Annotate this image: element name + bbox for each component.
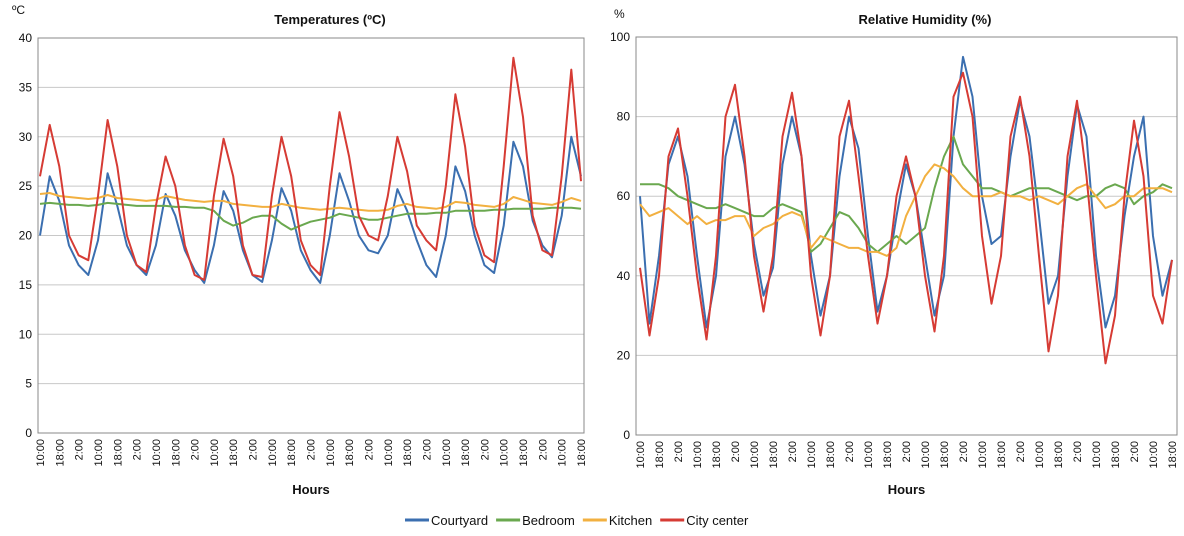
y-tick-label: 20 (617, 348, 631, 362)
x-tick-label: 18:00 (460, 439, 472, 467)
x-tick-label: 18:00 (1110, 441, 1122, 469)
x-tick-label: 10:00 (1091, 441, 1103, 469)
legend-label: City center (686, 513, 749, 528)
y-tick-label: 40 (19, 31, 33, 45)
x-tick-label: 10:00 (35, 439, 47, 467)
x-tick-label: 10:00 (383, 439, 395, 467)
y-tick-label: 40 (617, 269, 631, 283)
x-tick-label: 18:00 (1053, 441, 1065, 469)
x-tick-label: 18:00 (825, 441, 837, 469)
x-tick-label: 10:00 (806, 441, 818, 469)
x-tick-label: 2:00 (787, 441, 799, 462)
x-tick-label: 18:00 (1167, 441, 1179, 469)
x-tick-label: 18:00 (576, 439, 588, 467)
data-line (39, 135, 582, 284)
x-tick-label: 2:00 (190, 439, 202, 460)
data-line (39, 56, 582, 281)
x-tick-label: 10:00 (692, 441, 704, 469)
x-tick-label: 18:00 (170, 439, 182, 467)
x-tick-label: 10:00 (93, 439, 105, 467)
y-tick-label: 10 (19, 327, 33, 341)
x-tick-label: 2:00 (537, 439, 549, 460)
x-tick-label: 2:00 (730, 441, 742, 462)
x-tick-label: 2:00 (1129, 441, 1141, 462)
x-tick-label: 18:00 (344, 439, 356, 467)
x-tick-label: 18:00 (939, 441, 951, 469)
x-tick-label: 10:00 (977, 441, 989, 469)
x-tick-label: 2:00 (1015, 441, 1027, 462)
y-tick-label: 80 (617, 110, 631, 124)
x-tick-label: 10:00 (267, 439, 279, 467)
x-tick-label: 10:00 (863, 441, 875, 469)
data-line (640, 135, 1173, 253)
legend-label: Courtyard (431, 513, 488, 528)
chart-title: Temperatures (ºC) (274, 12, 385, 27)
plot-frame (635, 36, 1178, 436)
x-axis-title: Hours (888, 482, 926, 497)
plot-frame (37, 37, 585, 434)
x-tick-label: 18:00 (996, 441, 1008, 469)
x-tick-label: 18:00 (112, 439, 124, 467)
x-tick-label: 2:00 (248, 439, 260, 460)
data-line (639, 163, 1173, 257)
x-tick-label: 18:00 (882, 441, 894, 469)
x-tick-label: 2:00 (421, 439, 433, 460)
x-tick-label: 18:00 (228, 439, 240, 467)
x-tick-label: 10:00 (749, 441, 761, 469)
y-tick-label: 35 (19, 80, 33, 94)
data-line (639, 55, 1173, 329)
x-tick-label: 10:00 (635, 441, 647, 469)
x-tick-label: 10:00 (557, 439, 569, 467)
x-tick-label: 2:00 (74, 439, 86, 460)
x-tick-label: 10:00 (441, 439, 453, 467)
x-tick-label: 10:00 (499, 439, 511, 467)
chart-title: Relative Humidity (%) (859, 12, 992, 27)
y-tick-label: 30 (19, 130, 33, 144)
x-tick-label: 10:00 (1148, 441, 1160, 469)
x-tick-label: 2:00 (306, 439, 318, 460)
x-tick-label: 2:00 (958, 441, 970, 462)
x-tick-label: 2:00 (132, 439, 144, 460)
data-line (39, 192, 582, 212)
x-tick-label: 18:00 (54, 439, 66, 467)
x-tick-label: 18:00 (711, 441, 723, 469)
x-tick-label: 2:00 (844, 441, 856, 462)
y-axis-unit: ºC (12, 3, 25, 17)
y-tick-label: 20 (19, 229, 33, 243)
x-tick-label: 18:00 (402, 439, 414, 467)
legend-label: Bedroom (522, 513, 575, 528)
y-axis-unit: % (614, 7, 625, 21)
x-tick-label: 10:00 (209, 439, 221, 467)
y-tick-label: 100 (610, 30, 630, 44)
x-tick-label: 10:00 (151, 439, 163, 467)
x-tick-label: 2:00 (673, 441, 685, 462)
x-tick-label: 18:00 (286, 439, 298, 467)
x-tick-label: 2:00 (1072, 441, 1084, 462)
x-tick-label: 2:00 (479, 439, 491, 460)
x-tick-label: 18:00 (518, 439, 530, 467)
y-tick-label: 15 (19, 278, 33, 292)
x-tick-label: 10:00 (1034, 441, 1046, 469)
x-tick-label: 18:00 (768, 441, 780, 469)
data-line (39, 201, 582, 231)
y-tick-label: 60 (617, 189, 631, 203)
y-tick-label: 0 (25, 426, 32, 440)
data-line (639, 71, 1173, 365)
x-tick-label: 2:00 (901, 441, 913, 462)
y-tick-label: 25 (19, 179, 33, 193)
y-tick-label: 0 (623, 428, 630, 442)
x-tick-label: 18:00 (654, 441, 666, 469)
x-tick-label: 2:00 (363, 439, 375, 460)
x-axis-title: Hours (292, 482, 330, 497)
x-tick-label: 10:00 (920, 441, 932, 469)
x-tick-label: 10:00 (325, 439, 337, 467)
legend-label: Kitchen (609, 513, 652, 528)
y-tick-label: 5 (25, 377, 32, 391)
